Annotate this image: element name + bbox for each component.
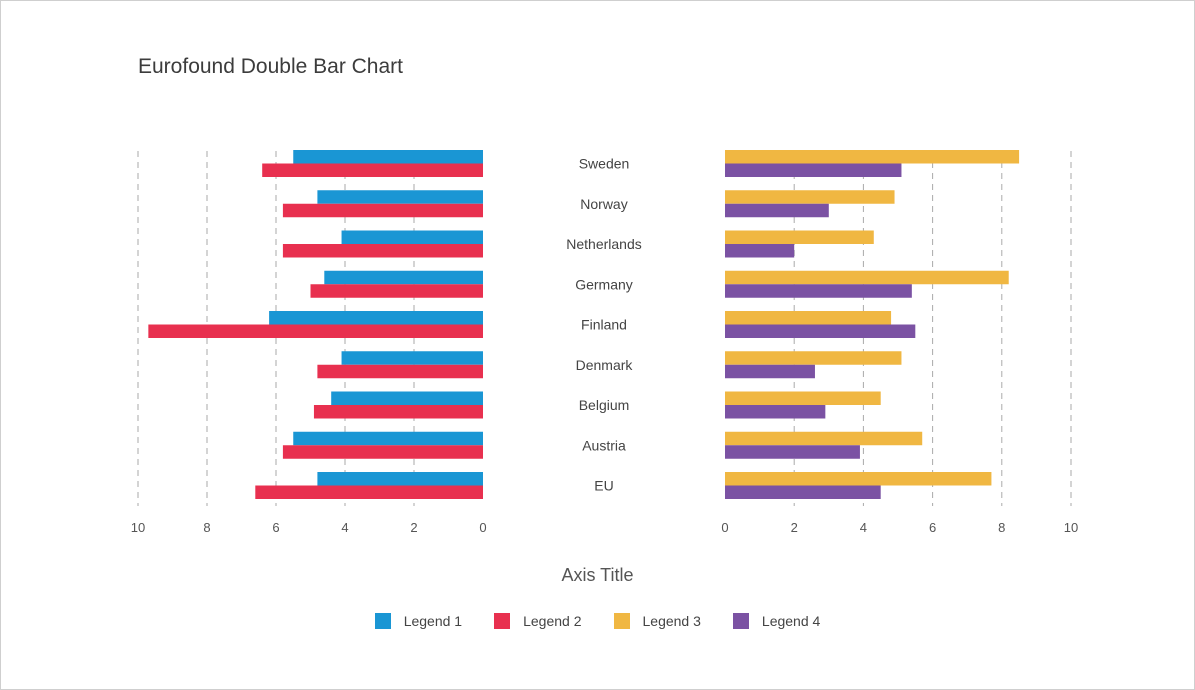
category-label-eu: EU: [594, 478, 613, 494]
right-tick-label: 4: [860, 520, 867, 535]
bar-legend-4-eu: [725, 485, 881, 499]
axis-title: Axis Title: [561, 565, 634, 585]
legend-label-4: Legend 4: [761, 613, 821, 629]
bar-legend-1-eu: [317, 472, 483, 486]
bar-legend-4-denmark: [725, 364, 815, 379]
bar-legend-4-sweden: [725, 163, 902, 177]
bar-legend-2-eu: [255, 485, 483, 499]
bar-legend-3-sweden: [725, 150, 1020, 164]
legend-item-3[interactable]: Legend 3: [613, 613, 701, 629]
category-label-finland: Finland: [581, 317, 627, 333]
category-label-belgium: Belgium: [579, 397, 630, 413]
bar-legend-1-belgium: [331, 391, 483, 405]
bar-legend-3-denmark: [725, 351, 902, 365]
legend-label-3: Legend 3: [642, 613, 701, 629]
left-tick-label: 8: [203, 520, 210, 535]
bar-legend-1-netherlands: [341, 230, 483, 244]
legend-label-1: Legend 1: [403, 613, 463, 629]
legend-swatch-1: [374, 613, 391, 629]
bar-legend-2-finland: [148, 324, 483, 338]
left-tick-label: 0: [479, 520, 486, 535]
bar-legend-4-netherlands: [725, 244, 795, 258]
bar-legend-4-belgium: [725, 405, 826, 419]
bar-legend-2-denmark: [317, 364, 483, 379]
legend-label-2: Legend 2: [523, 613, 582, 629]
bar-legend-3-belgium: [725, 391, 881, 405]
bar-legend-2-sweden: [262, 163, 483, 177]
left-tick-label: 2: [410, 520, 417, 535]
bar-legend-2-austria: [282, 445, 483, 459]
category-label-netherlands: Netherlands: [566, 236, 642, 252]
legend-item-4[interactable]: Legend 4: [732, 613, 821, 629]
legend-item-2[interactable]: Legend 2: [494, 613, 582, 629]
bar-legend-2-germany: [310, 284, 483, 298]
bar-legend-3-norway: [725, 190, 895, 204]
bar-legend-1-austria: [293, 431, 483, 446]
right-tick-label: 6: [929, 520, 936, 535]
category-label-sweden: Sweden: [579, 156, 630, 172]
left-tick-label: 10: [131, 520, 145, 535]
bar-legend-1-sweden: [293, 150, 483, 164]
legend: Legend 1 Legend 2 Legend 3 Legend 4: [1, 613, 1194, 629]
bar-legend-3-germany: [725, 270, 1009, 285]
bar-legend-3-eu: [725, 472, 992, 486]
bar-legend-3-austria: [725, 431, 923, 446]
category-label-germany: Germany: [575, 276, 633, 292]
legend-item-1[interactable]: Legend 1: [374, 613, 463, 629]
category-label-denmark: Denmark: [576, 357, 634, 373]
bar-legend-1-germany: [324, 270, 483, 285]
bar-legend-4-finland: [725, 324, 916, 338]
legend-swatch-2: [494, 613, 511, 629]
right-tick-label: 10: [1064, 520, 1078, 535]
bar-legend-2-netherlands: [282, 244, 483, 258]
bar-legend-2-norway: [282, 203, 483, 218]
left-tick-label: 6: [272, 520, 279, 535]
bar-legend-1-norway: [317, 190, 483, 204]
bar-legend-1-denmark: [341, 351, 483, 365]
bar-legend-3-netherlands: [725, 230, 874, 244]
legend-swatch-3: [613, 613, 630, 629]
right-tick-label: 8: [998, 520, 1005, 535]
chart-title: Eurofound Double Bar Chart: [138, 55, 403, 78]
right-tick-label: 0: [721, 520, 728, 535]
bar-legend-2-belgium: [313, 405, 483, 419]
left-tick-label: 4: [341, 520, 348, 535]
category-label-austria: Austria: [582, 437, 626, 453]
right-tick-label: 2: [791, 520, 798, 535]
bar-legend-4-germany: [725, 284, 912, 298]
bar-legend-3-finland: [725, 311, 892, 325]
chart-plot: 10 8 6 4 2 0 0 2 4 6 8 10 Sweden Norway Netherlands Ger…: [131, 150, 1078, 535]
bar-legend-4-norway: [725, 203, 829, 218]
legend-swatch-4: [732, 613, 749, 629]
category-label-norway: Norway: [580, 196, 627, 212]
bar-legend-1-finland: [269, 311, 483, 325]
bar-legend-4-austria: [725, 445, 860, 459]
